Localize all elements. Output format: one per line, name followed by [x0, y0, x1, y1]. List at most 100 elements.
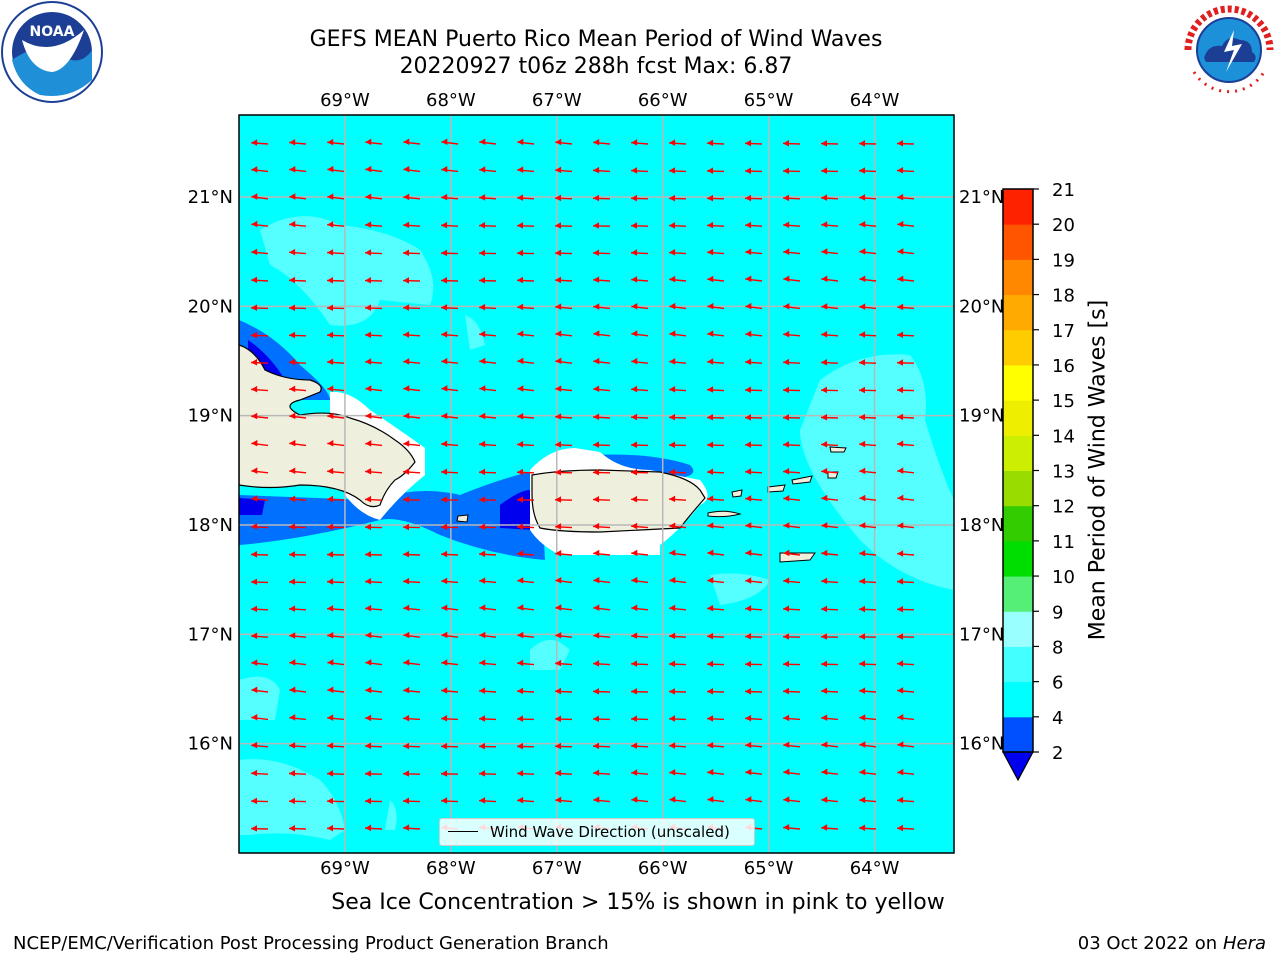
- wave-direction-arrow: [402, 770, 421, 777]
- wave-direction-arrow: [631, 742, 649, 749]
- wave-direction-arrow: [326, 304, 345, 311]
- wave-direction-arrow: [403, 742, 421, 750]
- wave-direction-arrow: [897, 714, 915, 721]
- wave-direction-arrow: [706, 194, 725, 202]
- chart-subtitle: 20220927 t06z 288h fcst Max: 6.87: [399, 54, 793, 79]
- wave-direction-arrow: [745, 248, 763, 256]
- colorbar-tick-label: 8: [1052, 637, 1063, 658]
- wave-direction-arrow: [897, 768, 915, 776]
- wave-direction-arrow: [251, 550, 269, 558]
- lon-label-bottom: 67°W: [532, 858, 582, 879]
- wave-direction-arrow: [441, 631, 459, 639]
- wave-direction-arrow: [745, 194, 763, 202]
- wave-direction-arrow: [593, 166, 611, 174]
- wave-direction-arrow: [441, 797, 459, 804]
- wave-direction-arrow: [859, 359, 877, 366]
- wave-direction-arrow: [441, 715, 459, 722]
- lon-label-bottom: 68°W: [426, 858, 476, 879]
- wave-direction-arrow: [897, 660, 915, 667]
- colorbar-segment: [1003, 646, 1033, 683]
- wave-direction-arrow: [403, 331, 421, 338]
- wave-direction-arrow: [288, 331, 307, 339]
- wave-direction-arrow: [554, 468, 573, 476]
- wave-direction-arrow: [745, 386, 763, 393]
- wave-direction-arrow: [631, 303, 649, 310]
- wave-direction-arrow: [631, 249, 649, 256]
- wave-direction-arrow: [669, 604, 687, 612]
- wave-direction-arrow: [479, 604, 497, 611]
- wave-direction-arrow: [669, 660, 687, 668]
- wave-direction-arrow: [707, 741, 725, 749]
- wave-direction-arrow: [592, 222, 611, 229]
- wave-direction-arrow: [745, 330, 763, 338]
- wave-direction-arrow: [365, 604, 383, 612]
- wave-direction-arrow: [669, 522, 687, 529]
- wave-direction-arrow: [479, 303, 497, 311]
- wave-direction-arrow: [859, 824, 877, 832]
- wave-direction-arrow: [289, 714, 307, 721]
- wave-direction-arrow: [365, 138, 383, 146]
- wave-direction-arrow: [631, 330, 649, 337]
- wave-direction-arrow: [517, 303, 535, 311]
- wave-direction-arrow: [479, 550, 497, 557]
- wave-direction-arrow: [745, 633, 763, 640]
- wave-direction-arrow: [897, 303, 915, 311]
- wave-direction-arrow: [707, 577, 725, 584]
- wave-direction-arrow: [593, 413, 611, 420]
- wave-direction-arrow: [517, 385, 535, 392]
- lat-label-right: 16°N: [959, 734, 1004, 755]
- wave-direction-arrow: [250, 331, 269, 339]
- footer-date: 03 Oct 2022 on Hera: [1078, 933, 1266, 954]
- lon-label-top: 66°W: [638, 90, 688, 111]
- colorbar-tick-label: 9: [1052, 602, 1063, 623]
- wave-direction-arrow: [517, 523, 535, 530]
- wave-direction-arrow: [251, 467, 269, 474]
- wave-direction-arrow: [707, 549, 725, 556]
- colorbar-tick-label: 19: [1052, 250, 1075, 271]
- wave-direction-arrow: [859, 248, 877, 255]
- wave-direction-arrow: [251, 139, 269, 146]
- wave-direction-arrow: [289, 467, 307, 475]
- wave-direction-arrow: [745, 495, 763, 502]
- wave-direction-arrow: [820, 386, 839, 394]
- legend-line-icon: [448, 831, 478, 832]
- contour-lowest-patch: [248, 340, 285, 380]
- wave-direction-arrow: [365, 165, 383, 173]
- wave-direction-arrow: [441, 604, 459, 611]
- wave-direction-arrow: [745, 302, 763, 310]
- colorbar-segment: [1003, 224, 1033, 260]
- wave-direction-arrow: [403, 468, 421, 475]
- wave-direction-arrow: [630, 441, 649, 448]
- wave-direction-arrow: [403, 686, 421, 694]
- wave-direction-arrow: [706, 660, 725, 668]
- wave-direction-arrow: [707, 358, 725, 365]
- wave-direction-arrow: [251, 276, 269, 284]
- wave-direction-arrow: [745, 221, 763, 229]
- wave-direction-arrow: [783, 741, 801, 749]
- wave-direction-arrow: [555, 276, 573, 284]
- wave-direction-arrow: [441, 138, 459, 145]
- island: [707, 510, 742, 518]
- wave-direction-arrow: [593, 357, 611, 365]
- wave-direction-arrow: [707, 768, 725, 776]
- wave-direction-arrow: [631, 576, 649, 584]
- colorbar-tick-label: 14: [1052, 426, 1075, 447]
- colorbar-segment: [1003, 294, 1033, 331]
- wave-direction-arrow: [858, 140, 877, 147]
- wave-direction-arrow: [517, 604, 535, 611]
- wave-direction-arrow: [783, 302, 801, 310]
- colorbar-segment: [1003, 681, 1033, 718]
- wave-direction-arrow: [555, 166, 573, 174]
- wave-direction-arrow: [821, 796, 839, 803]
- wave-direction-arrow: [251, 248, 269, 256]
- colorbar-segment: [1003, 540, 1033, 577]
- wave-direction-arrow: [250, 797, 269, 805]
- wave-direction-arrow: [783, 468, 801, 475]
- wave-direction-arrow: [440, 523, 459, 531]
- wave-direction-arrow: [251, 523, 269, 530]
- colorbar-tick-label: 18: [1052, 286, 1075, 307]
- wave-direction-arrow: [251, 769, 269, 777]
- wave-direction-arrow: [592, 468, 611, 476]
- wave-direction-arrow: [593, 576, 611, 584]
- wave-direction-arrow: [326, 797, 345, 805]
